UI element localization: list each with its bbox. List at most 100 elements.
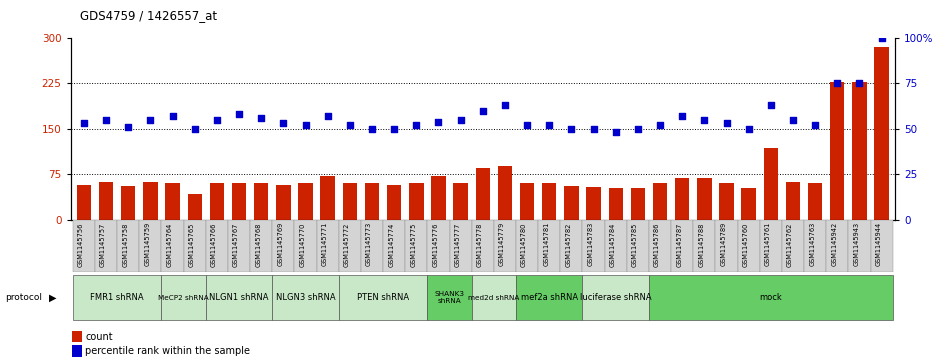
Bar (649, 220, 671, 272)
Bar (166, 183, 180, 220)
Bar (431, 176, 446, 220)
Point (830, 81, 845, 86)
Bar (272, 276, 339, 320)
Point (786, 117, 801, 123)
Bar (139, 220, 161, 272)
Point (276, 121, 291, 126)
Bar (715, 220, 738, 272)
Text: GSM1145787: GSM1145787 (676, 222, 682, 266)
Bar (205, 276, 272, 320)
Text: ▶: ▶ (49, 293, 57, 303)
Text: protocol: protocol (5, 293, 41, 302)
Point (497, 102, 512, 108)
Text: GSM1145774: GSM1145774 (388, 222, 394, 266)
Bar (343, 183, 357, 220)
Text: GSM1145757: GSM1145757 (100, 222, 106, 266)
Bar (697, 179, 711, 220)
Bar (232, 183, 246, 220)
Bar (808, 183, 822, 220)
Point (232, 111, 247, 117)
Bar (586, 187, 601, 220)
Bar (383, 220, 405, 272)
Point (430, 119, 446, 125)
Bar (122, 186, 136, 220)
Text: count: count (86, 331, 113, 342)
Text: GSM1145781: GSM1145781 (544, 222, 549, 266)
Bar (631, 188, 645, 220)
Bar (387, 184, 401, 220)
Point (298, 122, 313, 128)
Text: luciferase shRNA: luciferase shRNA (580, 293, 652, 302)
Text: GSM1145761: GSM1145761 (765, 222, 771, 266)
Text: GSM1145756: GSM1145756 (78, 222, 84, 266)
Point (542, 122, 557, 128)
Text: GSM1145784: GSM1145784 (609, 222, 616, 266)
Bar (320, 176, 334, 220)
Bar (76, 184, 91, 220)
Bar (409, 183, 424, 220)
Bar (299, 183, 313, 220)
Text: GSM1145760: GSM1145760 (742, 222, 749, 266)
Bar (653, 183, 667, 220)
Bar (187, 194, 202, 220)
Text: NLGN1 shRNA: NLGN1 shRNA (209, 293, 268, 302)
Bar (605, 220, 626, 272)
Bar (95, 220, 117, 272)
Bar (317, 220, 339, 272)
Text: MeCP2 shRNA: MeCP2 shRNA (158, 295, 209, 301)
Text: GSM1145777: GSM1145777 (455, 222, 461, 266)
Point (520, 122, 535, 128)
Text: GSM1145943: GSM1145943 (853, 222, 859, 266)
Bar (143, 182, 157, 220)
Bar (405, 220, 428, 272)
Bar (693, 220, 715, 272)
Bar (365, 183, 380, 220)
Point (165, 113, 180, 119)
Point (564, 126, 579, 132)
Text: GSM1145789: GSM1145789 (721, 222, 726, 266)
Text: GSM1145772: GSM1145772 (344, 222, 349, 266)
Text: GSM1145785: GSM1145785 (632, 222, 638, 266)
Point (365, 126, 380, 132)
Text: GSM1145768: GSM1145768 (255, 222, 261, 266)
Bar (184, 220, 205, 272)
Bar (626, 220, 649, 272)
Bar (228, 220, 251, 272)
Bar (609, 188, 623, 220)
Bar (361, 220, 383, 272)
Text: GSM1145779: GSM1145779 (499, 222, 505, 266)
Bar (497, 166, 512, 220)
Point (409, 122, 424, 128)
Bar (472, 220, 494, 272)
Point (697, 117, 712, 123)
Bar (830, 82, 844, 220)
Bar (472, 276, 516, 320)
Text: GSM1145764: GSM1145764 (167, 222, 172, 266)
Bar (99, 182, 113, 220)
Point (674, 113, 690, 119)
Point (320, 113, 335, 119)
Bar (251, 220, 272, 272)
Bar (73, 331, 82, 342)
Point (741, 126, 756, 132)
Bar (849, 220, 870, 272)
Bar (339, 220, 361, 272)
Text: GSM1145780: GSM1145780 (521, 222, 528, 266)
Text: SHANK3
shRNA: SHANK3 shRNA (434, 291, 464, 304)
Bar (874, 47, 889, 220)
Bar (582, 276, 649, 320)
Text: percentile rank within the sample: percentile rank within the sample (86, 346, 251, 356)
Bar (205, 220, 228, 272)
Bar (428, 276, 472, 320)
Bar (738, 220, 760, 272)
Bar (675, 179, 690, 220)
Text: FMR1 shRNA: FMR1 shRNA (90, 293, 144, 302)
Text: GSM1145776: GSM1145776 (432, 222, 438, 266)
Bar (210, 183, 224, 220)
Bar (161, 220, 184, 272)
Bar (295, 220, 317, 272)
Point (609, 130, 624, 135)
Point (386, 126, 401, 132)
Point (253, 115, 268, 121)
Point (342, 122, 357, 128)
